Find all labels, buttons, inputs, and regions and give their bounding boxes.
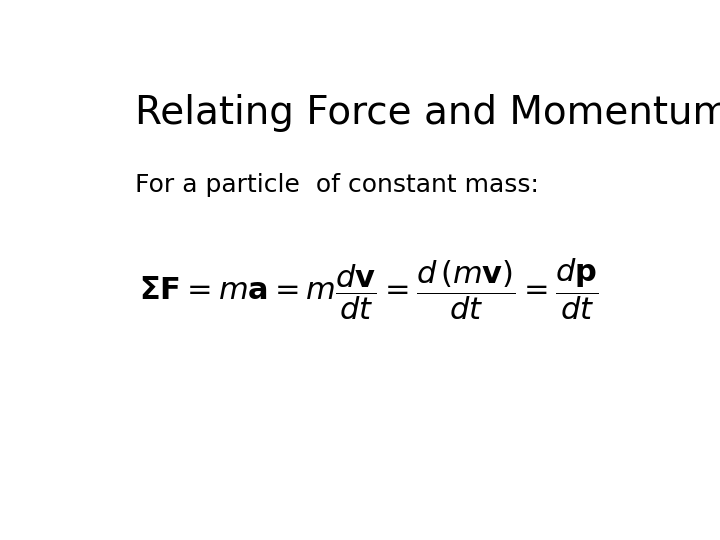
Text: $\mathbf{\Sigma F} = m\mathbf{a} = m\dfrac{d\mathbf{v}}{dt} = \dfrac{d\,(m\mathb: $\mathbf{\Sigma F} = m\mathbf{a} = m\dfr… (140, 256, 598, 322)
Text: For a particle  of constant mass:: For a particle of constant mass: (135, 173, 539, 197)
Text: Relating Force and Momentum: Relating Force and Momentum (135, 94, 720, 132)
